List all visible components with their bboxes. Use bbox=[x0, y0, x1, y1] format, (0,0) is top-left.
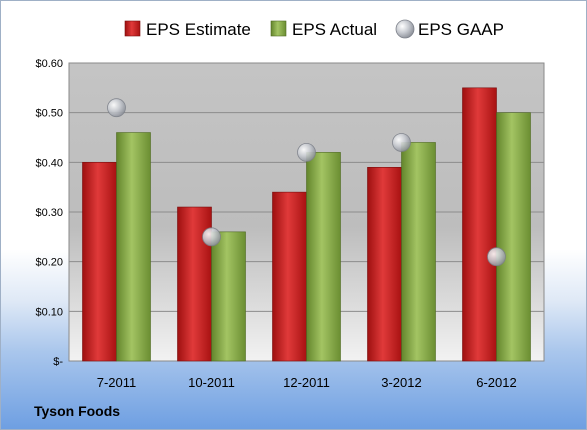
marker-eps-gaap bbox=[487, 247, 506, 267]
marker-eps-gaap bbox=[202, 227, 221, 247]
y-tick-label: $0.40 bbox=[35, 157, 63, 169]
x-tick-label: 7-2011 bbox=[97, 375, 137, 390]
x-tick-label: 12-2011 bbox=[283, 375, 330, 390]
y-tick-label: $0.50 bbox=[35, 108, 63, 120]
bar-eps-estimate bbox=[367, 167, 402, 362]
company-name: Tyson Foods bbox=[34, 403, 121, 419]
legend-label: EPS Actual bbox=[292, 20, 377, 39]
legend-label: EPS Estimate bbox=[146, 20, 251, 39]
bar-eps-actual bbox=[116, 132, 151, 362]
legend-label: EPS GAAP bbox=[418, 20, 504, 39]
x-tick-label: 10-2011 bbox=[188, 375, 235, 390]
marker-eps-gaap bbox=[107, 98, 126, 118]
bar-eps-estimate bbox=[462, 87, 497, 362]
legend-swatch bbox=[395, 19, 415, 39]
bar-eps-actual bbox=[306, 152, 341, 362]
marker-eps-gaap bbox=[392, 133, 411, 152]
bar-eps-actual bbox=[211, 231, 246, 362]
bar-eps-estimate bbox=[82, 162, 117, 362]
y-tick-label: $0.30 bbox=[35, 207, 63, 219]
y-tick-label: $0.60 bbox=[35, 58, 63, 70]
legend-swatch bbox=[270, 20, 287, 37]
y-tick-label: $0.10 bbox=[35, 306, 63, 318]
legend-swatch bbox=[124, 20, 141, 37]
y-tick-label: $0.20 bbox=[35, 257, 63, 269]
x-tick-label: 6-2012 bbox=[476, 375, 516, 390]
y-tick-label: $- bbox=[53, 356, 63, 368]
bar-eps-actual bbox=[401, 142, 436, 362]
marker-eps-gaap bbox=[297, 142, 316, 162]
bar-eps-actual bbox=[496, 112, 531, 362]
bar-eps-estimate bbox=[272, 191, 307, 362]
x-tick-label: 3-2012 bbox=[381, 375, 421, 390]
